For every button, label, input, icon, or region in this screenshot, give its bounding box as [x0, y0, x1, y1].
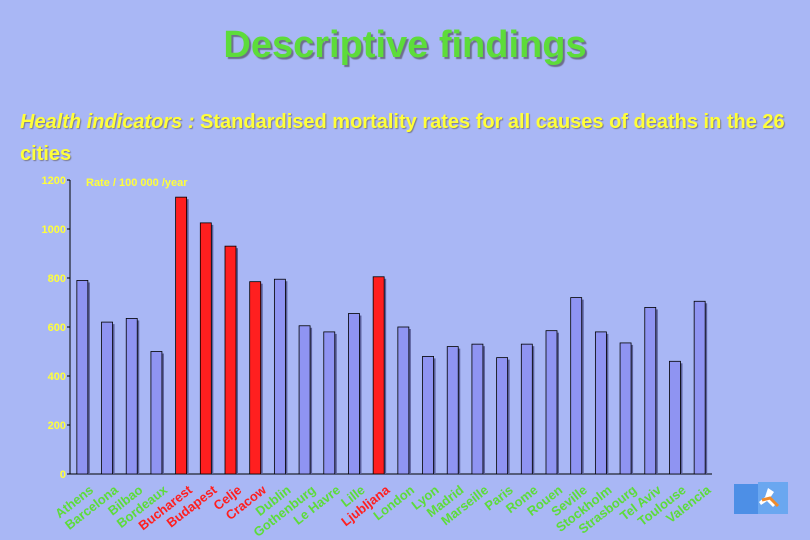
- slide-title: Descriptive findings: [223, 24, 587, 66]
- bar-seville: [570, 297, 583, 475]
- bar-bilbao: [125, 318, 138, 475]
- bar-dublin: [273, 278, 286, 475]
- bar-ljubljana: [372, 276, 385, 475]
- y-tick-label: 600: [48, 322, 66, 334]
- subtitle-lead: Health indicators :: [20, 111, 195, 133]
- bar-paris: [496, 357, 509, 475]
- bar-bordeaux: [150, 351, 163, 475]
- bar-marseille: [471, 343, 484, 475]
- bar-valencia: [693, 300, 706, 475]
- bar-cracow: [249, 281, 262, 475]
- subtitle-rest: Standardised mortality rates for all cau…: [20, 111, 785, 165]
- bar-budapest: [199, 222, 212, 475]
- bar-london: [397, 326, 410, 475]
- bar-stockholm: [594, 331, 607, 475]
- y-tick-label: 0: [60, 469, 66, 481]
- bar-strasbourg: [619, 342, 632, 475]
- bar-rouen: [545, 330, 558, 475]
- y-tick-label: 800: [48, 273, 66, 285]
- bar-athens: [76, 280, 89, 475]
- bar-madrid: [446, 346, 459, 475]
- bar-lille: [348, 313, 360, 475]
- bar-toulouse: [669, 360, 681, 475]
- bar-barcelona: [101, 321, 113, 475]
- bar-rome: [520, 343, 533, 475]
- bar-bucharest: [175, 196, 188, 475]
- bar-tel-aviv: [644, 306, 657, 475]
- y-tick-label: 200: [48, 420, 66, 432]
- bar-lyon: [422, 355, 434, 475]
- bar-gothenburg: [298, 325, 311, 475]
- slide-subtitle: Health indicators : Standardised mortali…: [20, 106, 800, 170]
- bar-le-havre: [323, 331, 336, 475]
- bar-celje: [224, 245, 237, 475]
- y-tick-label: 400: [48, 371, 66, 383]
- runner-logo-icon: [734, 482, 788, 514]
- y-tick-label: 1000: [42, 224, 66, 236]
- y-axis-label: Rate / 100 000 /year: [86, 177, 188, 189]
- y-tick-label: 1200: [42, 175, 66, 187]
